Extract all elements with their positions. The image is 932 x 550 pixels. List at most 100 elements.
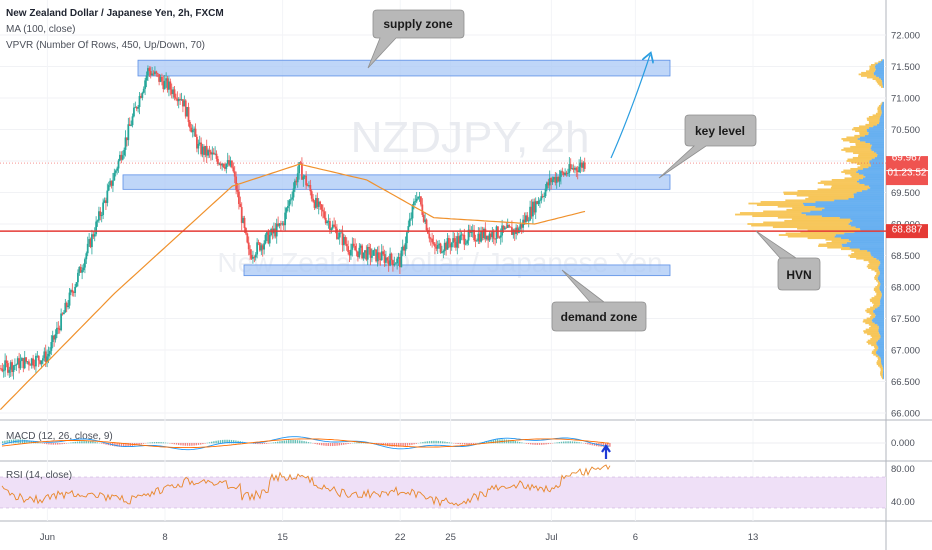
candle-body (421, 204, 424, 215)
candle-body (165, 78, 168, 81)
candle-body (463, 234, 466, 245)
candle-body (294, 180, 296, 189)
time-axis[interactable]: Jun 8 15 22 25 Jul 6 13 (40, 532, 759, 543)
candle-body (18, 358, 21, 369)
demand-zone-label: demand zone (561, 310, 638, 324)
candle-body (287, 205, 289, 209)
candle-body (162, 81, 165, 90)
candle-body (351, 243, 354, 250)
candle-body (170, 89, 173, 95)
candle-body (548, 177, 551, 186)
callout-hvn[interactable]: HVN (755, 230, 821, 291)
candle-body (11, 362, 14, 372)
price-axis-tick: 71.000 (891, 94, 920, 105)
candle-body (137, 106, 140, 109)
candle-body (558, 176, 561, 182)
candle-body (449, 243, 452, 248)
candle-body (238, 191, 240, 205)
candle-body (99, 211, 102, 217)
candle-body (281, 223, 284, 225)
candle-body (345, 243, 348, 247)
candle-body (26, 361, 29, 363)
demand-zone-box[interactable] (243, 264, 671, 277)
candle-body (177, 98, 180, 102)
candle-body (166, 78, 169, 90)
candle-body (119, 154, 121, 161)
ma-legend[interactable]: MA (100, close) (6, 24, 75, 35)
candle-body (246, 233, 249, 243)
candle-body (393, 263, 396, 266)
candle-body (54, 334, 57, 340)
candle-body (539, 200, 541, 202)
candle-body (161, 76, 163, 82)
candle-body (233, 171, 236, 177)
candle-body (365, 250, 368, 260)
candle-body (51, 335, 54, 343)
key-level-zone-box[interactable] (122, 174, 671, 190)
candle-body (53, 335, 56, 340)
candle-body (340, 232, 343, 234)
candle-body (546, 182, 548, 189)
time-axis-tick: 25 (445, 532, 456, 543)
candle-body (163, 80, 166, 90)
candle-body (327, 221, 330, 222)
candle-body (145, 75, 148, 81)
supply-zone-box[interactable] (137, 59, 671, 77)
candle-body (82, 267, 85, 271)
candle-body (172, 89, 175, 95)
candle-body (291, 197, 294, 200)
candle-body (450, 242, 453, 248)
candle-body (46, 356, 49, 362)
candle-body (348, 251, 351, 256)
candle-body (371, 255, 373, 258)
candle-body (394, 263, 397, 265)
candle-body (390, 253, 393, 261)
candle-body (578, 166, 581, 173)
candle-body (574, 167, 576, 170)
candle-body (509, 226, 512, 228)
candle-body (98, 211, 100, 221)
candle-body (306, 185, 309, 187)
candle-body (288, 200, 291, 206)
candle-body (93, 234, 96, 237)
callout-supply-zone[interactable]: supply zone (367, 9, 465, 69)
candle-body (386, 257, 389, 261)
callout-key-level[interactable]: key level (658, 114, 757, 179)
supply-zone-label: supply zone (383, 17, 453, 31)
candle-body (462, 234, 464, 236)
candle-body (215, 153, 218, 159)
candle-body (75, 282, 78, 287)
candle-body (100, 215, 103, 217)
candle-body (529, 206, 532, 221)
candle-body (400, 250, 403, 268)
candle-body (544, 188, 547, 197)
candle-body (88, 239, 91, 244)
candle-body (425, 219, 428, 231)
candle-body (504, 227, 506, 230)
candle-body (530, 206, 533, 217)
candle-body (326, 221, 329, 224)
macd-legend[interactable]: MACD (12, 26, close, 9) (6, 431, 113, 442)
candle-body (476, 240, 478, 242)
candle-body (453, 238, 456, 242)
forecast-arrow[interactable] (610, 55, 650, 159)
candle-body (67, 305, 70, 308)
callout-demand-zone[interactable]: demand zone (551, 269, 647, 332)
candle-body (228, 160, 231, 166)
rsi-band (0, 477, 886, 508)
candle-body (375, 249, 378, 262)
candle-body (404, 243, 407, 251)
candle-body (309, 185, 312, 192)
price-axis[interactable]: 72.00071.50071.00070.50070.00069.50069.0… (891, 31, 920, 420)
rsi-legend[interactable]: RSI (14, close) (6, 470, 72, 481)
price-axis-tick: 68.500 (891, 251, 920, 262)
candle-body (401, 246, 404, 251)
candle-body (320, 204, 323, 210)
candle-body (569, 164, 572, 170)
candle-body (422, 214, 425, 222)
candle-body (141, 92, 144, 98)
vpvr-legend[interactable]: VPVR (Number Of Rows, 450, Up/Down, 70) (6, 40, 205, 51)
candle-body (285, 208, 288, 213)
candle-body (357, 251, 359, 258)
